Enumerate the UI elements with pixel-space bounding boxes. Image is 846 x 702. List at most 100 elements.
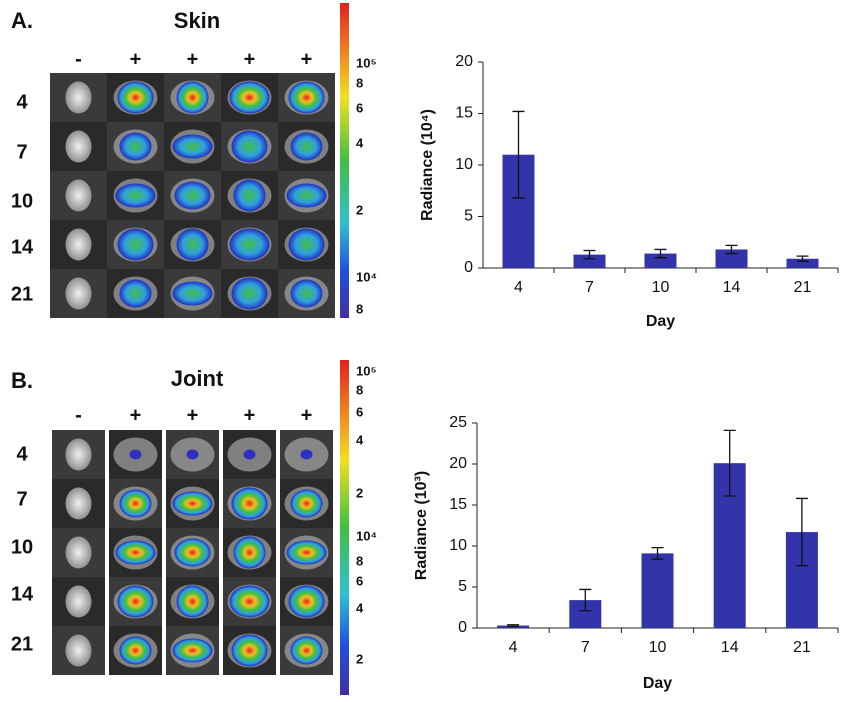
colorbar-tick-label: 8 <box>356 301 363 316</box>
y-tick-label: 5 <box>458 578 467 595</box>
panel-label: A. <box>11 8 33 33</box>
signal <box>176 585 209 618</box>
tissue <box>65 487 92 520</box>
signal <box>300 449 313 460</box>
colorbar-tick-label: 2 <box>356 651 363 666</box>
row-label: 10 <box>11 536 33 558</box>
error-bar <box>651 546 664 560</box>
signal <box>231 130 268 163</box>
bar <box>786 258 819 268</box>
tissue <box>65 81 92 114</box>
signal <box>231 487 268 520</box>
signal <box>286 183 327 208</box>
y-tick-label: 10 <box>449 537 467 554</box>
signal <box>176 81 209 114</box>
error-bar <box>579 588 592 612</box>
signal <box>288 228 325 261</box>
colorbar-tick-label: 4 <box>356 432 364 447</box>
row-label: 4 <box>16 91 28 113</box>
row-label: 10 <box>11 190 33 212</box>
signal <box>119 132 152 161</box>
row-label: 14 <box>11 583 34 605</box>
x-tick-label: 10 <box>649 639 667 656</box>
error-bar <box>796 255 809 262</box>
x-tick-label: 21 <box>793 639 811 656</box>
error-bar <box>654 248 667 259</box>
colorbar-tick-label: 8 <box>356 553 363 568</box>
x-tick-label: 4 <box>514 279 523 296</box>
y-tick-label: 10 <box>455 156 473 173</box>
x-axis-label: Day <box>643 675 672 692</box>
colorbar-tick-label: 10⁴ <box>356 528 377 543</box>
error-bar <box>507 624 520 628</box>
tissue <box>65 179 92 212</box>
row-label: 7 <box>16 141 27 163</box>
signal <box>115 540 156 565</box>
signal <box>117 228 154 261</box>
colorbar <box>340 3 349 318</box>
signal <box>231 634 268 667</box>
row-label: 14 <box>11 236 34 258</box>
error-bar <box>512 110 525 199</box>
error-bar <box>795 497 808 567</box>
signal <box>172 281 213 306</box>
y-tick-label: 5 <box>464 208 473 225</box>
y-tick-label: 20 <box>449 455 467 472</box>
error-bar <box>723 429 736 497</box>
tissue <box>65 585 92 618</box>
column-label: - <box>75 404 82 426</box>
column-label: + <box>244 404 256 426</box>
colorbar-tick-label: 4 <box>356 600 364 615</box>
colorbar-tick-label: 8 <box>356 75 363 90</box>
error-bar <box>583 249 596 260</box>
column-label: + <box>130 48 142 70</box>
colorbar-tick-label: 2 <box>356 202 363 217</box>
column-label: + <box>187 404 199 426</box>
y-tick-label: 0 <box>464 259 473 276</box>
signal <box>174 181 211 210</box>
colorbar-tick-label: 6 <box>356 100 363 115</box>
row-label: 21 <box>11 283 33 305</box>
colorbar-tick-label: 4 <box>356 135 364 150</box>
signal <box>290 489 323 518</box>
x-tick-label: 10 <box>652 279 670 296</box>
panel-title: Joint <box>171 366 224 391</box>
signal <box>117 81 154 114</box>
bar <box>644 253 677 268</box>
signal <box>288 81 325 114</box>
x-axis-label: Day <box>646 313 675 330</box>
column-label: + <box>187 48 199 70</box>
panel-title: Skin <box>174 8 220 33</box>
colorbar-tick-label: 2 <box>356 485 363 500</box>
y-tick-label: 0 <box>458 619 467 636</box>
signal <box>229 228 270 261</box>
tissue <box>65 228 92 261</box>
error-bar <box>725 244 738 255</box>
signal <box>286 540 327 565</box>
tissue <box>65 634 92 667</box>
colorbar-tick-label: 6 <box>356 404 363 419</box>
y-tick-label: 20 <box>455 53 473 70</box>
tissue <box>65 438 92 471</box>
signal <box>233 536 266 569</box>
row-label: 7 <box>16 488 27 510</box>
column-label: - <box>75 48 82 70</box>
colorbar-tick-label: 6 <box>356 573 363 588</box>
y-axis-label: Radiance (10⁴) <box>419 109 436 221</box>
signal <box>290 132 323 161</box>
signal <box>119 489 152 518</box>
signal <box>290 636 323 665</box>
panel-label: B. <box>11 368 33 393</box>
x-tick-label: 7 <box>585 279 594 296</box>
signal <box>119 636 152 665</box>
signal <box>174 538 211 567</box>
y-tick-label: 15 <box>455 105 473 122</box>
y-axis-label: Radiance (10³) <box>413 471 430 580</box>
y-tick-label: 25 <box>449 414 467 431</box>
signal <box>115 183 156 208</box>
column-label: + <box>130 404 142 426</box>
signal <box>229 585 270 618</box>
y-tick-label: 15 <box>449 496 467 513</box>
signal <box>119 279 152 308</box>
